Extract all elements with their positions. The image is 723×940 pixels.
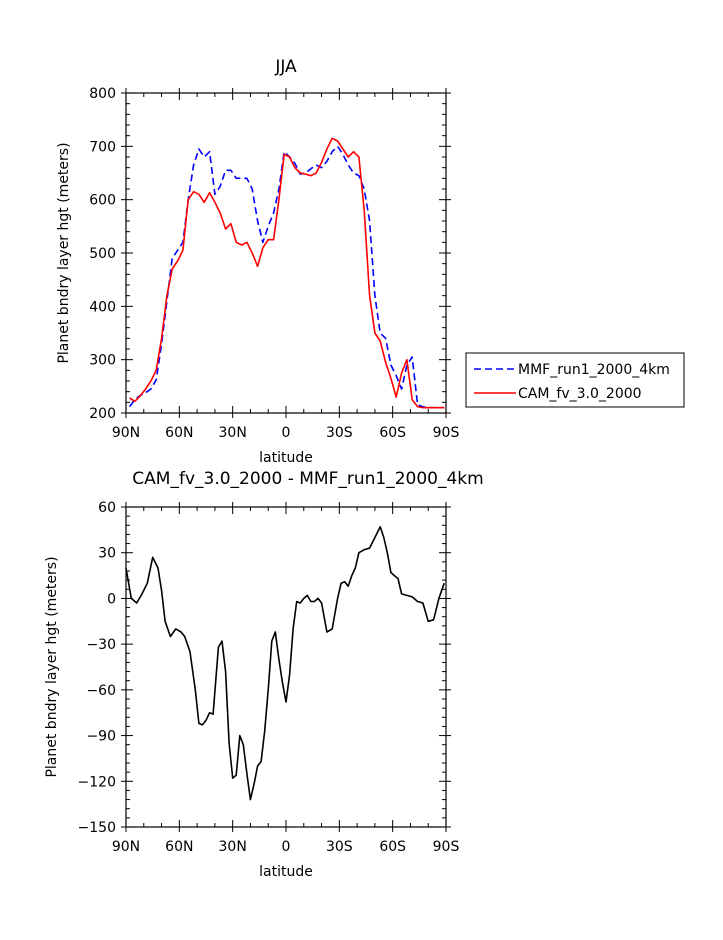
bottom-y-axis-label: Planet bndry layer hgt (meters) (44, 556, 60, 777)
top-x-axis-label: latitude (259, 450, 313, 466)
y-tick-label: 400 (89, 299, 116, 315)
bottom-chart-title: CAM_fv_3.0_2000 - MMF_run1_2000_4km (132, 469, 483, 489)
boundary-layer-height-chart: JJA 90N 60N 30N 0 30S 60S 90S 200 300 400 500 600 70… (56, 57, 685, 466)
x-tick-label: 60S (379, 839, 406, 855)
y-tick-label: 30 (98, 546, 116, 562)
legend: MMF_run1_2000_4km CAM_fv_3.0_2000 (465, 352, 685, 408)
y-tick-label: 500 (89, 246, 116, 262)
series-line-0 (125, 525, 445, 801)
bottom-chart-ticks: 90N 60N 30N 0 30S 60S 90S −150 −120 −90 −60 −30 0 30 6… (78, 500, 460, 855)
top-plot-frame (125, 92, 447, 414)
x-tick-label: 0 (282, 839, 291, 855)
top-chart-ticks: 90N 60N 30N 0 30S 60S 90S 200 300 400 500 600 700 800 (89, 86, 459, 441)
y-tick-label: −150 (78, 820, 116, 836)
bottom-x-axis-label: latitude (259, 864, 313, 880)
y-tick-label: 600 (89, 193, 116, 209)
y-tick-label: 800 (89, 86, 116, 102)
legend-label-mmf: MMF_run1_2000_4km (518, 362, 670, 378)
x-tick-label: 30N (219, 839, 247, 855)
y-tick-label: −120 (78, 774, 116, 790)
y-tick-label: 300 (89, 353, 116, 369)
x-tick-label: 90S (433, 425, 460, 441)
x-tick-label: 90S (433, 839, 460, 855)
x-tick-label: 60N (165, 425, 193, 441)
x-tick-label: 30S (326, 425, 353, 441)
top-y-axis-label: Planet bndry layer hgt (meters) (56, 142, 72, 363)
difference-chart: CAM_fv_3.0_2000 - MMF_run1_2000_4km 90N 6… (44, 469, 484, 880)
y-tick-label: −30 (86, 637, 116, 653)
x-tick-label: 0 (282, 425, 291, 441)
x-tick-label: 60N (165, 839, 193, 855)
y-tick-label: 700 (89, 139, 116, 155)
y-tick-label: −90 (86, 729, 116, 745)
series-line-0 (128, 145, 445, 409)
y-tick-label: −60 (86, 683, 116, 699)
y-tick-label: 0 (107, 591, 116, 607)
x-tick-label: 90N (112, 425, 140, 441)
bottom-chart-series (125, 525, 445, 801)
top-chart-series (128, 137, 445, 409)
y-tick-label: 60 (98, 500, 116, 516)
series-line-1 (129, 137, 445, 409)
legend-box (465, 352, 685, 408)
y-tick-label: 200 (89, 406, 116, 422)
bottom-plot-frame (125, 506, 447, 828)
top-chart-title: JJA (274, 57, 297, 77)
x-tick-label: 30N (219, 425, 247, 441)
legend-label-cam: CAM_fv_3.0_2000 (518, 386, 642, 402)
x-tick-label: 60S (379, 425, 406, 441)
x-tick-label: 30S (326, 839, 353, 855)
x-tick-label: 90N (112, 839, 140, 855)
